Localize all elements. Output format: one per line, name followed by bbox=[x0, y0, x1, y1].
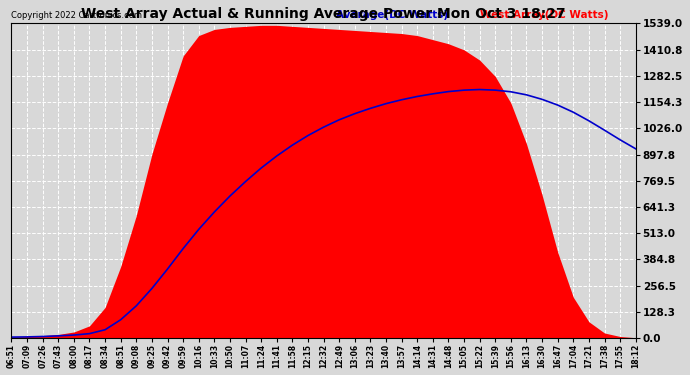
Text: West Array(DC Watts): West Array(DC Watts) bbox=[480, 10, 608, 20]
Text: Average(DC Watts): Average(DC Watts) bbox=[336, 10, 448, 20]
Title: West Array Actual & Running Average Power Mon Oct 3 18:27: West Array Actual & Running Average Powe… bbox=[81, 7, 566, 21]
Text: Copyright 2022 Cartronics.com: Copyright 2022 Cartronics.com bbox=[12, 11, 142, 20]
